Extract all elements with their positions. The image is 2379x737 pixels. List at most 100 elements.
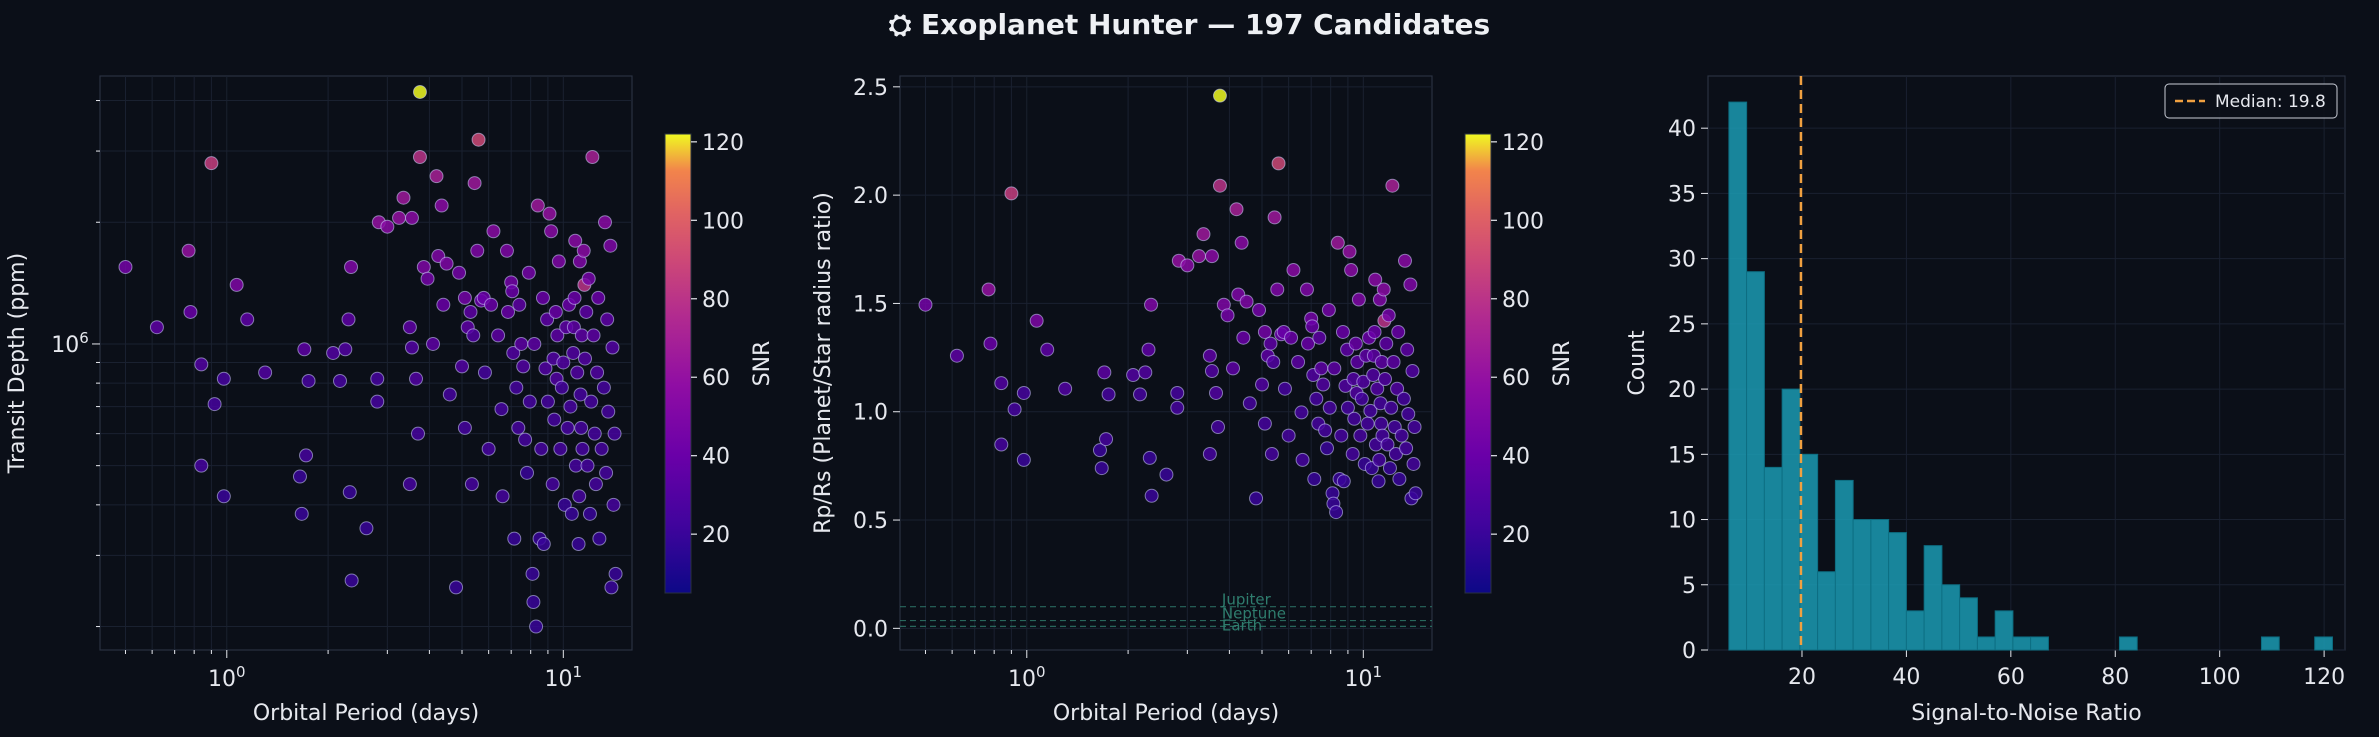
data-point xyxy=(1192,249,1207,264)
data-point xyxy=(1180,258,1195,273)
data-point xyxy=(550,328,565,343)
data-point xyxy=(1212,178,1227,193)
data-point xyxy=(981,282,996,297)
y-tick-label: 20 xyxy=(1668,378,1696,403)
data-point xyxy=(608,566,623,581)
data-point xyxy=(420,271,435,286)
data-point xyxy=(1384,400,1399,415)
data-point xyxy=(1126,367,1141,382)
data-point xyxy=(585,150,600,165)
data-point xyxy=(118,260,133,275)
histogram-bar xyxy=(2260,636,2280,651)
data-point xyxy=(463,304,478,319)
data-point xyxy=(600,312,615,327)
data-point xyxy=(544,224,559,239)
telescope-icon: ⛭ xyxy=(888,8,912,41)
data-point xyxy=(1142,450,1157,465)
data-point xyxy=(1170,385,1185,400)
data-point xyxy=(392,210,407,225)
data-point xyxy=(994,437,1009,452)
data-point xyxy=(1281,428,1296,443)
data-point xyxy=(1407,420,1422,435)
data-point xyxy=(297,342,312,357)
data-point xyxy=(568,458,583,473)
data-point xyxy=(571,537,586,552)
data-point xyxy=(1196,227,1211,242)
x-axis-label: Signal-to-Noise Ratio xyxy=(1911,701,2141,726)
data-point xyxy=(512,297,527,312)
y-axis-label: Rp/Rs (Planet/Star radius ratio) xyxy=(811,192,836,534)
data-point xyxy=(1354,391,1369,406)
data-point xyxy=(404,210,419,225)
data-point xyxy=(1378,372,1393,387)
y-tick-label: 25 xyxy=(1668,313,1696,338)
data-point xyxy=(584,394,599,409)
axes-frame xyxy=(899,75,1433,651)
data-point xyxy=(402,477,417,492)
data-point xyxy=(333,373,348,388)
x-tick-label: 80 xyxy=(2101,665,2129,690)
data-point xyxy=(194,458,209,473)
data-point xyxy=(1376,282,1391,297)
data-point xyxy=(1318,423,1333,438)
data-point xyxy=(1092,443,1107,458)
data-point xyxy=(1239,294,1254,309)
data-point xyxy=(1301,336,1316,351)
histogram-bar xyxy=(1959,597,1978,651)
y-tick-label: 1.5 xyxy=(853,292,888,317)
data-point xyxy=(994,376,1009,391)
snr-histogram-panel: 20 40 60 80 100 120 0 5 10 15 20 25 30 35 40 Signal-to-… xyxy=(1625,75,2346,726)
data-point xyxy=(605,340,620,355)
data-point xyxy=(1368,272,1383,287)
data-point xyxy=(1170,400,1185,415)
data-point xyxy=(1396,391,1411,406)
y-tick-label: 0 xyxy=(1682,639,1696,664)
data-point xyxy=(606,497,621,512)
data-point xyxy=(149,320,164,335)
data-point xyxy=(1370,381,1385,396)
data-point xyxy=(1353,428,1368,443)
data-point xyxy=(370,371,385,386)
data-point xyxy=(434,198,449,213)
data-point xyxy=(1351,292,1366,307)
reference-label-neptune: Neptune xyxy=(1222,605,1286,623)
data-point xyxy=(410,426,425,441)
median-legend: Median: 19.8 xyxy=(2164,83,2338,119)
data-point xyxy=(396,190,411,205)
histogram-bar xyxy=(2030,636,2049,651)
data-point xyxy=(1371,474,1386,489)
colorbar-gradient xyxy=(664,133,692,594)
y-tick-label: 106 xyxy=(51,329,89,358)
data-point xyxy=(258,365,273,380)
data-point xyxy=(509,380,524,395)
data-point xyxy=(1334,428,1349,443)
data-point xyxy=(412,84,427,99)
data-point xyxy=(592,531,607,546)
data-point xyxy=(1390,381,1405,396)
data-point xyxy=(1266,354,1281,369)
data-point xyxy=(554,380,569,395)
data-point xyxy=(949,348,964,363)
data-point xyxy=(574,328,589,343)
data-point xyxy=(518,432,533,447)
x-tick-label: 120 xyxy=(2303,665,2345,690)
data-point xyxy=(1284,330,1299,345)
data-point xyxy=(511,420,526,435)
histogram-bar xyxy=(2118,636,2138,651)
data-point xyxy=(466,328,481,343)
data-point xyxy=(342,485,357,500)
data-point xyxy=(983,336,998,351)
data-point xyxy=(521,265,536,280)
data-point xyxy=(1270,282,1285,297)
data-point xyxy=(1381,308,1396,323)
data-point xyxy=(1391,324,1406,339)
data-point xyxy=(1309,391,1324,406)
data-point xyxy=(499,243,514,258)
y-tick-label: 2.5 xyxy=(853,76,888,101)
data-point xyxy=(1314,361,1329,376)
data-point xyxy=(576,243,591,258)
data-point xyxy=(1242,396,1257,411)
data-point xyxy=(601,404,616,419)
data-point xyxy=(439,256,454,271)
data-point xyxy=(519,465,534,480)
